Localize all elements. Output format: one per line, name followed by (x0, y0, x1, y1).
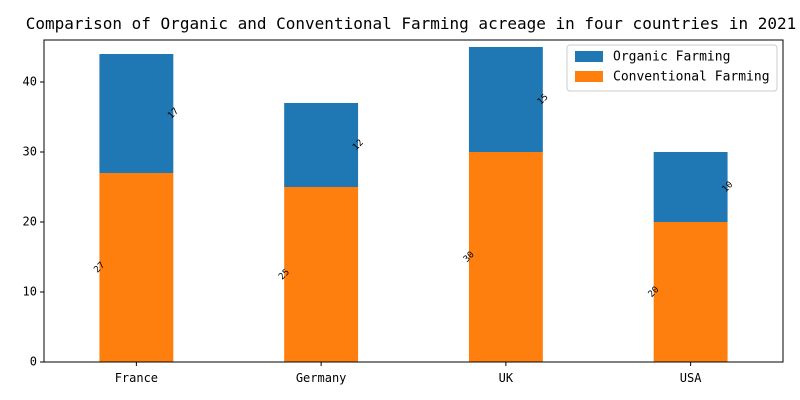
y-tick-label: 40 (23, 75, 37, 89)
bar-conventional-farming-usa (654, 222, 728, 362)
chart-title: Comparison of Organic and Conventional F… (26, 14, 797, 33)
x-tick-label-france: France (115, 371, 158, 385)
bar-conventional-farming-france (99, 173, 173, 362)
legend: Organic Farming Conventional Farming (567, 45, 777, 91)
y-tick-label: 0 (30, 355, 37, 369)
bar-organic-farming-uk (469, 47, 543, 152)
bar-organic-farming-france (99, 54, 173, 173)
bar-organic-farming-germany (284, 103, 358, 187)
y-tick-label: 20 (23, 215, 37, 229)
x-tick-label-uk: UK (499, 371, 514, 385)
bar-organic-farming-usa (654, 152, 728, 222)
bar-conventional-farming-germany (284, 187, 358, 362)
legend-label-organic-farming: Organic Farming (613, 50, 730, 65)
bar-conventional-farming-uk (469, 152, 543, 362)
y-tick-label: 10 (23, 285, 37, 299)
legend-swatch-organic-farming (575, 51, 603, 62)
legend-swatch-conventional-farming (575, 71, 603, 82)
legend-label-conventional-farming: Conventional Farming (613, 70, 770, 85)
x-tick-label-usa: USA (680, 371, 702, 385)
x-tick-label-germany: Germany (296, 371, 347, 385)
y-tick-label: 30 (23, 145, 37, 159)
